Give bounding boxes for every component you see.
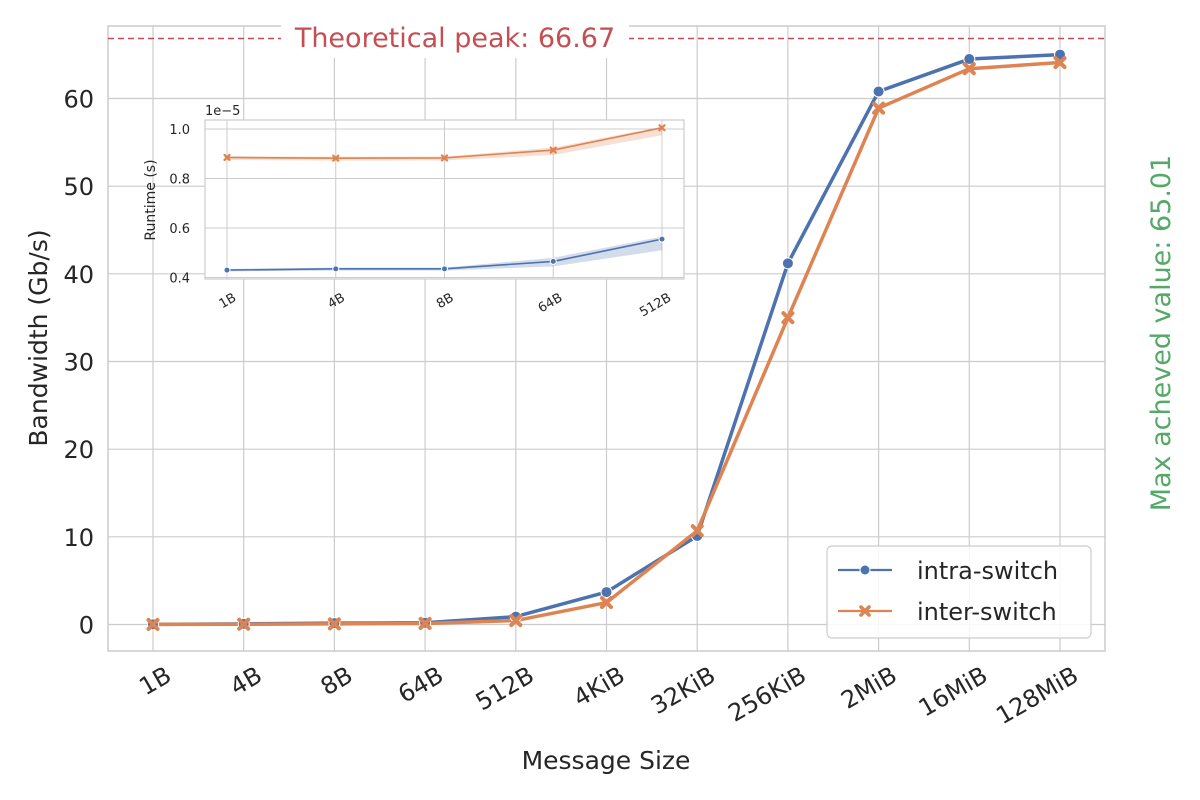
y-axis-title: Bandwidth (Gb/s) xyxy=(24,229,53,446)
data-point-intra-switch xyxy=(963,53,976,66)
inset-y-tick-label: 0.6 xyxy=(169,222,190,237)
data-point-inter-switch xyxy=(327,617,341,631)
data-point-inter-switch xyxy=(781,311,795,325)
inset-data-point-inter-switch xyxy=(549,146,557,154)
x-tick-label: 128MiB xyxy=(991,661,1083,730)
data-point-inter-switch xyxy=(237,617,251,631)
x-axis-title: Message Size xyxy=(522,746,691,775)
inset-data-point-intra-switch xyxy=(658,235,666,243)
y-tick-label: 0 xyxy=(79,612,94,640)
legend-box xyxy=(826,545,1092,639)
inset-y-tick-label: 0.8 xyxy=(169,173,190,188)
inset-y-axis-title: Runtime (s) xyxy=(143,159,159,240)
inset-data-point-inter-switch xyxy=(440,154,449,162)
data-point-intra-switch xyxy=(781,257,794,270)
inset-ci-band-inter-switch xyxy=(227,126,662,161)
y-tick-label: 50 xyxy=(63,173,94,201)
y-tick-label: 10 xyxy=(63,524,94,552)
data-point-inter-switch xyxy=(1053,56,1067,70)
inset-data-point-inter-switch xyxy=(658,124,666,132)
data-point-inter-switch xyxy=(599,596,614,610)
legend-marker-intra-switch xyxy=(859,564,871,576)
x-tick-label: 8B xyxy=(316,661,357,701)
data-point-intra-switch xyxy=(872,85,885,98)
y-tick-label: 40 xyxy=(63,261,94,289)
inset-y-tick-label: 1.0 xyxy=(169,123,190,138)
legend-marker-inter-switch xyxy=(859,605,871,617)
x-tick-label: 2MiB xyxy=(836,661,901,715)
x-tick-label: 4B xyxy=(225,661,266,701)
legend-label-inter-switch: inter-switch xyxy=(917,598,1057,626)
inset-x-tick-label: 4B xyxy=(325,290,347,312)
inset-data-point-inter-switch xyxy=(223,153,231,162)
legend: intra-switch inter-switch xyxy=(826,545,1092,639)
inset-x-tick-label: 1B xyxy=(217,290,239,312)
y-tick-label: 30 xyxy=(63,349,94,377)
data-point-inter-switch xyxy=(962,62,976,76)
x-tick-label: 512B xyxy=(471,661,539,716)
peak-label-bg xyxy=(281,18,629,58)
inset-data-point-inter-switch xyxy=(332,154,340,162)
data-point-inter-switch xyxy=(418,616,432,630)
inset-x-tick-label: 8B xyxy=(434,290,456,312)
x-tick-label: 1B xyxy=(135,661,176,701)
inset-y-tick-label: 0.4 xyxy=(169,272,190,287)
x-tick-label: 16MiB xyxy=(914,661,992,722)
x-tick-label: 64B xyxy=(393,661,448,709)
peak-label: Theoretical peak: 66.67 xyxy=(294,23,615,54)
data-point-inter-switch xyxy=(509,614,523,628)
x-tick-label: 256KiB xyxy=(724,661,811,728)
data-point-intra-switch xyxy=(600,586,613,599)
inset-data-point-intra-switch xyxy=(332,265,340,273)
y-tick-label: 20 xyxy=(63,436,94,464)
x-tick-label: 32KiB xyxy=(646,661,720,720)
data-point-inter-switch xyxy=(146,617,160,631)
x-tick-label: 4KiB xyxy=(569,661,630,712)
max-achieved-label: Max acheved value: 65.01 xyxy=(1146,155,1177,512)
inset-frame xyxy=(204,119,685,280)
inset-data-point-intra-switch xyxy=(223,266,231,274)
legend-label-intra-switch: intra-switch xyxy=(917,557,1058,585)
data-point-inter-switch xyxy=(872,101,886,115)
data-point-inter-switch xyxy=(690,524,704,538)
inset-data-point-intra-switch xyxy=(441,265,448,273)
inset-offset-label: 1e−5 xyxy=(205,104,240,119)
inset-data-point-intra-switch xyxy=(549,257,557,265)
y-tick-label: 60 xyxy=(63,86,94,114)
